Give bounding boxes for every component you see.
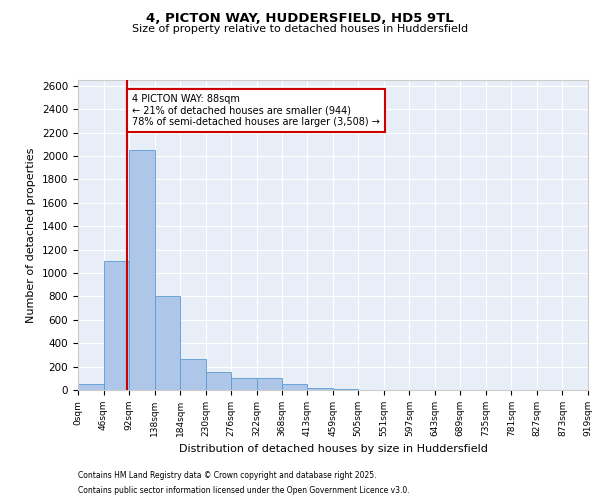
Bar	[104, 262, 129, 390]
Bar	[257, 378, 282, 390]
Text: Contains public sector information licensed under the Open Government Licence v3: Contains public sector information licen…	[78, 486, 410, 495]
Bar	[155, 296, 180, 390]
Text: Size of property relative to detached houses in Huddersfield: Size of property relative to detached ho…	[132, 24, 468, 34]
Text: 4 PICTON WAY: 88sqm
← 21% of detached houses are smaller (944)
78% of semi-detac: 4 PICTON WAY: 88sqm ← 21% of detached ho…	[132, 94, 380, 127]
X-axis label: Distribution of detached houses by size in Huddersfield: Distribution of detached houses by size …	[179, 444, 487, 454]
Bar	[180, 359, 206, 390]
Text: Contains HM Land Registry data © Crown copyright and database right 2025.: Contains HM Land Registry data © Crown c…	[78, 471, 377, 480]
Bar	[307, 388, 333, 390]
Y-axis label: Number of detached properties: Number of detached properties	[26, 148, 37, 322]
Text: 4, PICTON WAY, HUDDERSFIELD, HD5 9TL: 4, PICTON WAY, HUDDERSFIELD, HD5 9TL	[146, 12, 454, 26]
Bar	[129, 150, 155, 390]
Bar	[78, 384, 104, 390]
Bar	[282, 384, 307, 390]
Bar	[206, 372, 231, 390]
Bar	[231, 378, 257, 390]
